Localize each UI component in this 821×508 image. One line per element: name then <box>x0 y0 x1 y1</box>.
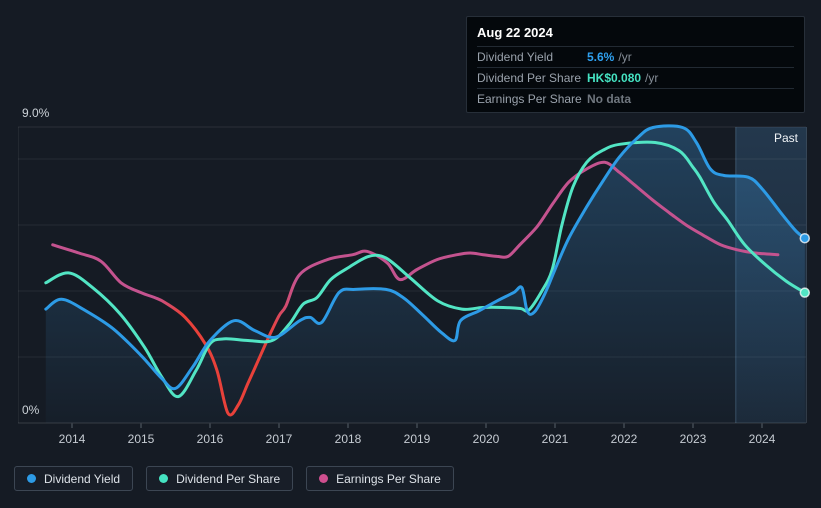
x-axis-tick-label: 2022 <box>610 432 638 446</box>
tooltip-row-value: 5.6% <box>587 50 615 64</box>
tooltip-row-dividend-yield: Dividend Yield 5.6% /yr <box>477 46 794 67</box>
x-axis-tick-label: 2017 <box>265 432 293 446</box>
legend-item-dividend-per-share[interactable]: Dividend Per Share <box>146 466 294 491</box>
y-axis-max-label: 9.0% <box>22 106 50 120</box>
x-axis-tick-label: 2021 <box>541 432 569 446</box>
past-region-label: Past <box>773 131 798 145</box>
chart-tooltip: Aug 22 2024 Dividend Yield 5.6% /yr Divi… <box>466 16 805 113</box>
dividend-per-share-dot-icon <box>159 474 169 483</box>
dividend-per-share-line <box>44 140 807 399</box>
dividend-yield-area-fill <box>45 125 805 424</box>
tooltip-row-earnings-per-share: Earnings Per Share No data <box>477 88 794 109</box>
tooltip-row-suffix: /yr <box>618 50 632 64</box>
x-axis-tick-label: 2020 <box>472 432 500 446</box>
legend-item-earnings-per-share[interactable]: Earnings Per Share <box>306 466 454 491</box>
dividend-yield-current-value-dot <box>799 232 811 244</box>
tooltip-row-label: Earnings Per Share <box>477 92 582 106</box>
x-axis-tick-label: 2016 <box>196 432 224 446</box>
legend-label: Earnings Per Share <box>336 471 441 486</box>
tooltip-date: Aug 22 2024 <box>477 25 553 40</box>
x-axis: 2014 2015 2016 2017 2018 2019 2020 2021 2022 2023… <box>0 432 821 448</box>
tooltip-row-label: Dividend Per Share <box>477 71 582 85</box>
x-axis-tick-label: 2023 <box>679 432 707 446</box>
legend-item-dividend-yield[interactable]: Dividend Yield <box>14 466 134 491</box>
x-axis-tick-label: 2019 <box>403 432 431 446</box>
x-axis-tick-label: 2024 <box>748 432 776 446</box>
earnings-per-share-dot-icon <box>319 474 329 483</box>
dividend-per-share-current-value-dot <box>799 287 811 298</box>
tooltip-row-value: No data <box>587 92 632 106</box>
tooltip-row-suffix: /yr <box>645 71 659 85</box>
chart-legend: Dividend Yield Dividend Per Share Earnin… <box>14 466 454 491</box>
x-axis-tick-label: 2018 <box>334 432 362 446</box>
dividend-yield-line <box>44 124 807 391</box>
tooltip-row-label: Dividend Yield <box>477 50 554 64</box>
legend-label: Dividend Yield <box>44 471 121 486</box>
y-axis-min-label: 0% <box>22 403 40 417</box>
x-axis-tick-label: 2015 <box>127 432 155 446</box>
tooltip-row-dividend-per-share: Dividend Per Share HK$0.080 /yr <box>477 67 794 88</box>
legend-label: Dividend Per Share <box>176 471 281 486</box>
x-axis-tick-label: 2014 <box>58 432 86 446</box>
tooltip-row-value: HK$0.080 <box>587 71 642 85</box>
dividend-yield-dot-icon <box>27 474 36 483</box>
